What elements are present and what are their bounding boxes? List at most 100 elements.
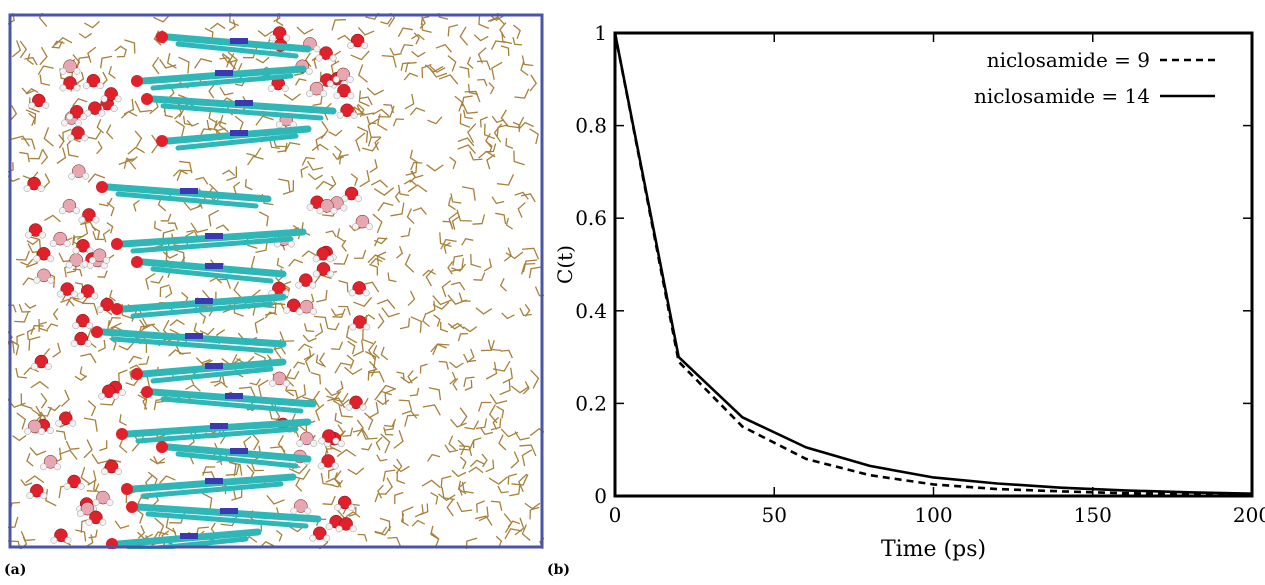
niclosamide-stack bbox=[91, 31, 337, 549]
solvent-molecule bbox=[422, 269, 436, 277]
solvent-molecule bbox=[153, 455, 166, 464]
solvent-molecule bbox=[87, 46, 97, 63]
solvent-molecule bbox=[11, 40, 22, 58]
water-molecule bbox=[334, 495, 356, 511]
solvent-molecule bbox=[20, 479, 33, 487]
water-oxygen bbox=[337, 83, 351, 98]
solvent-molecule bbox=[315, 133, 326, 151]
water-oxygen bbox=[67, 474, 81, 489]
solvent-molecule bbox=[450, 322, 465, 330]
solvent-molecule bbox=[43, 127, 54, 147]
solvent-molecule bbox=[114, 45, 128, 52]
solvent-molecule bbox=[447, 261, 454, 275]
solvent-molecule bbox=[520, 262, 536, 275]
solvent-molecule bbox=[479, 116, 488, 128]
solvent-molecule bbox=[150, 275, 164, 284]
solvent-molecule bbox=[45, 489, 57, 507]
solvent-molecule bbox=[132, 199, 140, 212]
solvent-molecule bbox=[376, 454, 388, 462]
solvent-molecule bbox=[23, 367, 39, 376]
solvent-molecule bbox=[410, 170, 424, 179]
water-molecule bbox=[316, 199, 338, 215]
solvent-molecule bbox=[233, 281, 242, 298]
solvent-molecule bbox=[96, 119, 105, 134]
solvent-molecule bbox=[365, 350, 377, 369]
solvent-molecule bbox=[409, 149, 418, 163]
solvent-molecule bbox=[71, 235, 84, 246]
solvent-molecule bbox=[395, 458, 403, 474]
y-tick-label: 0.8 bbox=[575, 114, 607, 138]
solvent-molecule bbox=[421, 63, 432, 79]
solvent-molecule bbox=[499, 379, 511, 396]
solvent-molecule bbox=[30, 380, 49, 389]
water-oxygen bbox=[71, 164, 86, 178]
solvent-molecule bbox=[199, 312, 207, 324]
water-oxygen bbox=[88, 101, 102, 115]
solvent-molecule bbox=[287, 389, 299, 399]
solvent-molecule bbox=[278, 178, 291, 192]
water-hydrogen bbox=[24, 427, 32, 435]
water-molecule bbox=[341, 186, 362, 202]
solvent-molecule bbox=[435, 43, 452, 53]
solvent-molecule bbox=[454, 95, 464, 112]
water-hydrogen bbox=[332, 75, 340, 83]
solvent-molecule bbox=[315, 180, 334, 190]
solvent-molecule bbox=[380, 17, 393, 25]
solvent-molecule bbox=[355, 132, 366, 152]
solvent-molecule bbox=[168, 349, 184, 357]
water-hydrogen bbox=[334, 504, 342, 511]
water-molecule bbox=[333, 83, 355, 100]
solvent-molecule bbox=[505, 217, 513, 230]
solvent-molecule bbox=[447, 24, 459, 37]
water-oxygen bbox=[102, 384, 116, 398]
solvent-molecule bbox=[459, 26, 469, 46]
solvent-molecule bbox=[16, 333, 25, 345]
solvent-molecule bbox=[269, 138, 280, 149]
water-hydrogen bbox=[110, 105, 118, 113]
water-molecule bbox=[309, 526, 331, 542]
solvent-molecule bbox=[466, 56, 474, 69]
solvent-molecule bbox=[477, 401, 492, 412]
water-oxygen bbox=[353, 315, 367, 329]
solvent-molecule bbox=[478, 13, 490, 29]
water-hydrogen bbox=[54, 463, 62, 471]
water-hydrogen bbox=[325, 523, 333, 531]
oxygen-atom bbox=[91, 326, 103, 338]
solvent-molecule bbox=[366, 87, 384, 96]
solvent-molecule bbox=[213, 381, 228, 388]
oxygen-atom bbox=[156, 135, 168, 147]
water-hydrogen bbox=[106, 499, 114, 507]
solvent-molecule bbox=[257, 379, 269, 397]
solvent-molecule bbox=[489, 16, 505, 25]
solvent-molecule bbox=[347, 467, 365, 476]
solvent-molecule bbox=[513, 150, 525, 166]
water-molecule bbox=[84, 101, 106, 117]
water-hydrogen bbox=[91, 292, 99, 300]
water-oxygen bbox=[104, 87, 118, 101]
solvent-molecule bbox=[338, 305, 351, 316]
solvent-molecule bbox=[464, 420, 480, 430]
solvent-molecule bbox=[476, 500, 485, 513]
solvent-molecule bbox=[195, 176, 209, 185]
carbon-ring bbox=[140, 481, 284, 499]
solvent-molecule bbox=[214, 120, 227, 128]
water-hydrogen bbox=[42, 101, 50, 109]
solvent-molecule bbox=[356, 419, 364, 437]
solvent-molecule bbox=[228, 461, 243, 476]
water-hydrogen bbox=[77, 510, 84, 518]
solvent-molecule bbox=[457, 137, 475, 147]
solvent-molecule bbox=[9, 105, 18, 122]
solvent-molecule bbox=[438, 360, 449, 370]
solvent-molecule bbox=[430, 525, 439, 540]
water-hydrogen bbox=[65, 261, 73, 269]
water-molecule bbox=[66, 105, 88, 121]
water-hydrogen bbox=[40, 492, 48, 500]
solvent-molecule bbox=[501, 312, 515, 320]
niclosamide-molecule bbox=[131, 256, 287, 284]
solvent-molecule bbox=[459, 445, 473, 457]
solvent-molecule bbox=[372, 213, 383, 234]
solvent-molecule bbox=[452, 378, 459, 391]
water-hydrogen bbox=[82, 172, 90, 180]
solvent-molecule bbox=[505, 137, 514, 150]
solvent-molecule bbox=[509, 484, 521, 497]
